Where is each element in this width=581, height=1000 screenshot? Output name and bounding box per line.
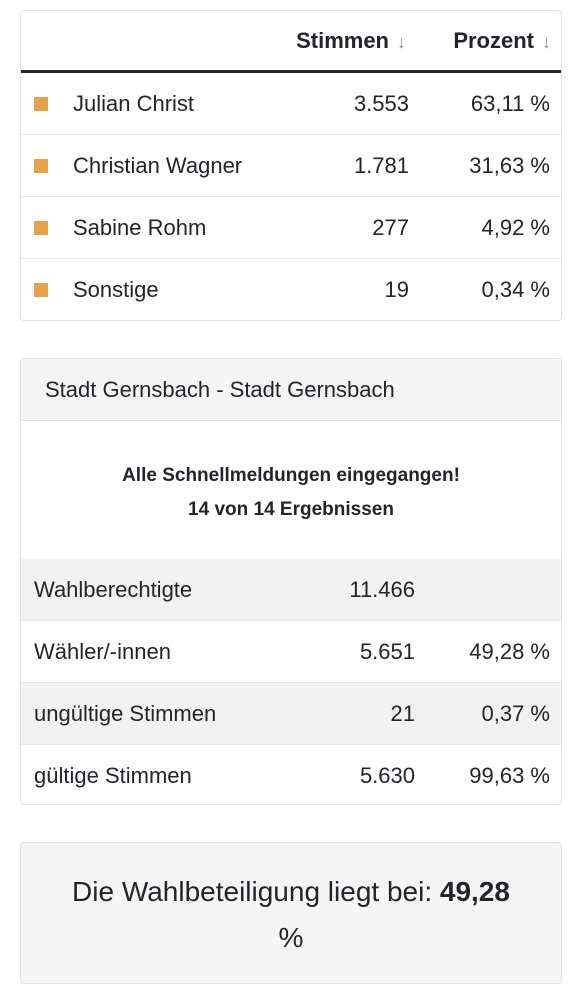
- color-swatch: [34, 159, 48, 173]
- stat-value: 5.651: [359, 639, 415, 664]
- candidate-name: Julian Christ: [73, 91, 195, 116]
- turnout-statement: Die Wahlbeteiligung liegt bei: 49,28 %: [21, 869, 561, 961]
- arrow-down-icon: ↓: [542, 32, 551, 52]
- results-table-header: Stimmen ↓ Prozent ↓: [21, 11, 561, 73]
- candidate-name: Sonstige: [73, 277, 159, 302]
- stat-label: Wähler/-innen: [34, 639, 171, 664]
- color-swatch: [34, 221, 48, 235]
- candidate-name: Christian Wagner: [73, 153, 243, 178]
- candidate-votes: 277: [372, 215, 409, 240]
- table-row: Julian Christ 3.553 63,11 %: [21, 73, 561, 135]
- stat-percent: 49,28 %: [469, 639, 550, 664]
- table-row: gültige Stimmen 5.630 99,63 %: [21, 745, 561, 804]
- reporting-status-line: Alle Schnellmeldungen eingegangen!: [122, 465, 460, 486]
- candidate-percent: 0,34 %: [481, 277, 551, 302]
- turnout-prefix: Die Wahlbeteiligung liegt bei:: [72, 876, 433, 907]
- stat-percent: 0,37 %: [481, 701, 551, 726]
- candidate-votes: 3.553: [353, 91, 409, 116]
- table-row: ungültige Stimmen 21 0,37 %: [21, 683, 561, 745]
- turnout-value: 49,28: [439, 876, 510, 907]
- reporting-status: Alle Schnellmeldungen eingegangen! 14 vo…: [21, 421, 561, 559]
- color-swatch: [34, 283, 48, 297]
- stat-percent: 99,63 %: [469, 763, 550, 788]
- stat-label: gültige Stimmen: [34, 763, 192, 788]
- votes-column-label: Stimmen: [296, 28, 389, 53]
- sort-by-votes-header[interactable]: Stimmen ↓: [296, 11, 406, 70]
- candidate-percent: 4,92 %: [481, 215, 551, 240]
- stat-value: 11.466: [349, 577, 415, 602]
- district-title: Stadt Gernsbach - Stadt Gernsbach: [21, 359, 561, 421]
- candidate-votes: 19: [384, 277, 409, 302]
- candidate-votes: 1.781: [353, 153, 409, 178]
- stat-label: ungültige Stimmen: [34, 701, 217, 726]
- stat-value: 21: [390, 701, 415, 726]
- turnout-unit: %: [278, 922, 304, 953]
- sort-by-percent-header[interactable]: Prozent ↓: [453, 11, 551, 70]
- candidate-percent: 31,63 %: [469, 153, 550, 178]
- arrow-down-icon: ↓: [397, 32, 406, 52]
- color-swatch: [34, 97, 48, 111]
- table-row: Sonstige 19 0,34 %: [21, 259, 561, 320]
- stat-label: Wahlberechtigte: [34, 577, 193, 602]
- stat-value: 5.630: [359, 763, 415, 788]
- table-row: Sabine Rohm 277 4,92 %: [21, 197, 561, 259]
- district-card: Stadt Gernsbach - Stadt Gernsbach Alle S…: [20, 358, 562, 805]
- candidate-percent: 63,11 %: [470, 91, 550, 116]
- turnout-card: Die Wahlbeteiligung liegt bei: 49,28 %: [20, 842, 562, 984]
- candidate-name: Sabine Rohm: [73, 215, 207, 240]
- reporting-count-line: 14 von 14 Ergebnissen: [188, 499, 394, 520]
- table-row: Christian Wagner 1.781 31,63 %: [21, 135, 561, 197]
- percent-column-label: Prozent: [453, 28, 534, 53]
- results-table: Stimmen ↓ Prozent ↓ Julian Christ 3.553 63…: [20, 10, 562, 321]
- table-row: Wähler/-innen 5.651 49,28 %: [21, 621, 561, 683]
- table-row: Wahlberechtigte 11.466: [21, 559, 561, 621]
